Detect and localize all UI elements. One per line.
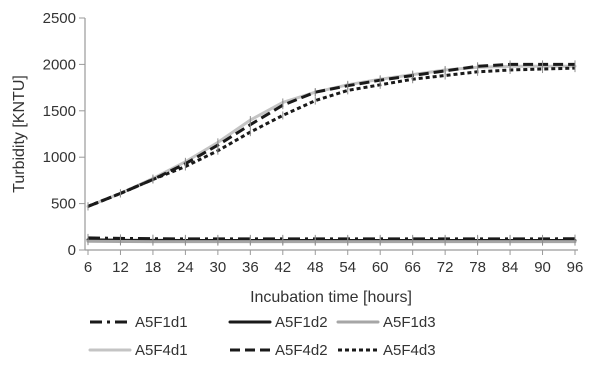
x-tick-label: 48 bbox=[307, 259, 324, 276]
series-A5F4d1 bbox=[86, 62, 577, 211]
y-axis-title: Turbidity [KNTU] bbox=[11, 75, 28, 193]
legend-item-A5F1d1: A5F1d1 bbox=[90, 314, 188, 331]
legend: A5F1d1 A5F1d2 A5F1d3 A5F4d1 A5F4d2 A5F4d3 bbox=[88, 314, 436, 359]
legend-label: A5F4d3 bbox=[383, 342, 436, 359]
series-line bbox=[86, 64, 577, 208]
series-line bbox=[87, 62, 575, 208]
x-tick-label: 36 bbox=[242, 259, 259, 276]
x-tick-label: 6 bbox=[84, 259, 92, 276]
series-A5F4d2 bbox=[87, 60, 576, 211]
legend-label: A5F1d2 bbox=[275, 314, 328, 331]
y-tick-label: 2000 bbox=[43, 56, 76, 73]
x-ticks: 6 12 18 24 30 36 42 48 54 60 66 72 78 84 90 96 bbox=[84, 250, 584, 276]
series-line bbox=[87, 66, 576, 208]
legend-label: A5F1d1 bbox=[135, 314, 188, 331]
x-tick-label: 96 bbox=[567, 259, 584, 276]
x-tick-label: 30 bbox=[210, 259, 227, 276]
x-tick-label: 78 bbox=[469, 259, 486, 276]
y-tick-label: 1000 bbox=[43, 149, 76, 166]
x-tick-label: 90 bbox=[534, 259, 551, 276]
series-A5F4d3 bbox=[87, 64, 576, 211]
x-tick-label: 84 bbox=[502, 259, 519, 276]
series-line bbox=[87, 236, 576, 241]
legend-label: A5F4d1 bbox=[135, 342, 188, 359]
x-tick-label: 12 bbox=[112, 259, 129, 276]
legend-label: A5F1d3 bbox=[383, 314, 436, 331]
legend-label: A5F4d2 bbox=[275, 342, 328, 359]
y-tick-label: 500 bbox=[51, 196, 76, 213]
x-axis-title: Incubation time [hours] bbox=[250, 289, 412, 306]
x-tick-label: 42 bbox=[274, 259, 291, 276]
y-tick-label: 0 bbox=[68, 242, 76, 259]
legend-item-A5F4d2: A5F4d2 bbox=[230, 342, 328, 359]
series-layer bbox=[86, 60, 577, 246]
plot-area: 0 500 1000 1500 2000 2500 6 12 18 24 30 36 42 48 54 60… bbox=[43, 10, 584, 276]
legend-item-A5F4d3: A5F4d3 bbox=[338, 342, 436, 359]
y-tick-label: 2500 bbox=[43, 10, 76, 27]
legend-item-A5F1d3: A5F1d3 bbox=[336, 314, 436, 331]
x-tick-label: 54 bbox=[339, 259, 356, 276]
x-tick-label: 18 bbox=[145, 259, 162, 276]
x-tick-label: 60 bbox=[372, 259, 389, 276]
x-tick-label: 72 bbox=[437, 259, 454, 276]
x-tick-label: 24 bbox=[177, 259, 194, 276]
x-tick-label: 66 bbox=[404, 259, 421, 276]
series-A5F1d3 bbox=[86, 237, 577, 246]
y-ticks: 0 500 1000 1500 2000 2500 bbox=[43, 10, 85, 259]
legend-item-A5F1d2: A5F1d2 bbox=[228, 314, 328, 331]
legend-item-A5F4d1: A5F4d1 bbox=[88, 342, 188, 359]
y-tick-label: 1500 bbox=[43, 103, 76, 120]
